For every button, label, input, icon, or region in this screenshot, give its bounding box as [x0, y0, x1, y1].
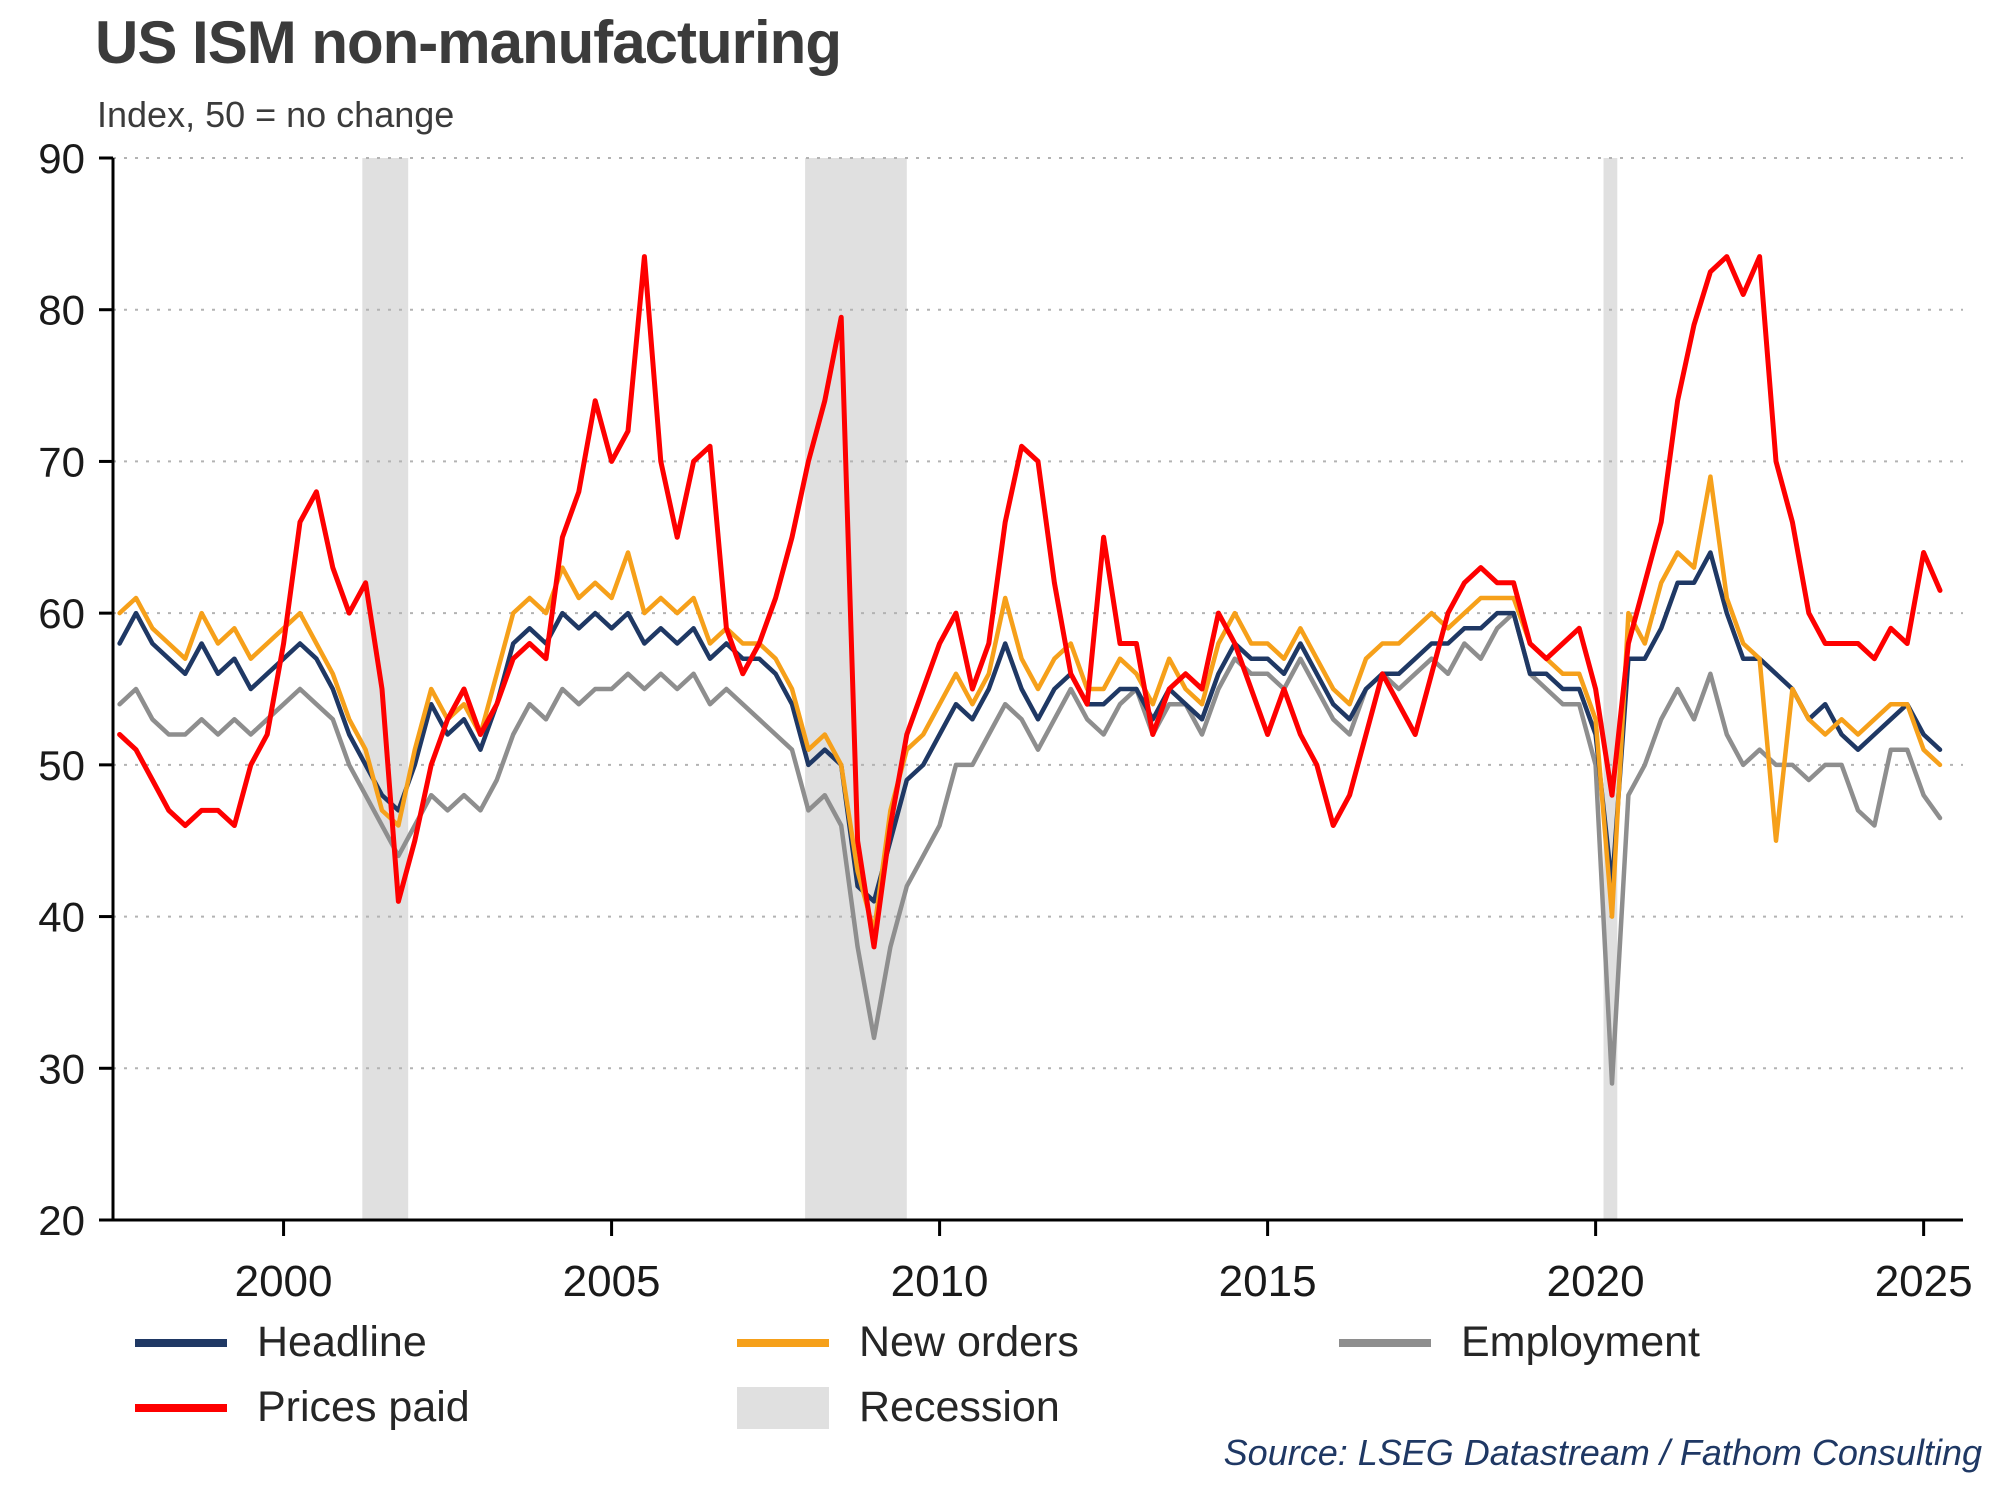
legend-item-headline: Headline — [135, 1318, 737, 1367]
recession-box-swatch — [737, 1386, 829, 1429]
x-tick-label: 2010 — [891, 1257, 989, 1306]
legend-label-new-orders: New orders — [859, 1318, 1079, 1366]
legend-label-recession: Recession — [859, 1383, 1060, 1431]
new-orders-line-swatch — [737, 1338, 829, 1347]
legend-item-prices-paid: Prices paid — [135, 1383, 737, 1432]
legend-label-prices-paid: Prices paid — [257, 1383, 470, 1431]
legend-item-new-orders: New orders — [737, 1318, 1339, 1367]
series-prices-paid — [117, 254, 1943, 950]
series-headline — [117, 550, 1943, 904]
series-new-orders — [117, 474, 1943, 934]
y-tick-label: 50 — [38, 742, 85, 789]
y-tick-label: 40 — [38, 894, 85, 941]
y-tick-label: 90 — [38, 135, 85, 182]
legend-item-recession: Recession — [737, 1383, 1339, 1432]
y-tick-label: 70 — [38, 438, 85, 485]
legend-label-employment: Employment — [1461, 1318, 1700, 1366]
legend: Headline New orders Employment Prices pa… — [135, 1318, 1941, 1432]
y-tick-label: 60 — [38, 590, 85, 637]
chart-subtitle: Index, 50 = no change — [97, 94, 455, 135]
recession-band — [362, 158, 409, 1220]
headline-line-swatch — [135, 1338, 227, 1347]
prices-paid-line-swatch — [135, 1403, 227, 1412]
x-tick-label: 2025 — [1875, 1257, 1973, 1306]
y-tick-label: 80 — [38, 287, 85, 334]
employment-line-swatch — [1339, 1338, 1431, 1347]
x-tick-label: 2000 — [235, 1257, 333, 1306]
chart-title: US ISM non-manufacturing — [95, 9, 842, 76]
legend-item-employment: Employment — [1339, 1318, 1941, 1367]
source-credit: Source: LSEG Datastream / Fathom Consult… — [1223, 1432, 1982, 1473]
x-tick-label: 2015 — [1219, 1257, 1317, 1306]
recession-band — [805, 158, 907, 1220]
x-tick-label: 2020 — [1547, 1257, 1645, 1306]
legend-label-headline: Headline — [257, 1318, 427, 1366]
x-tick-label: 2005 — [563, 1257, 661, 1306]
y-tick-label: 20 — [38, 1197, 85, 1244]
y-tick-label: 30 — [38, 1045, 85, 1092]
